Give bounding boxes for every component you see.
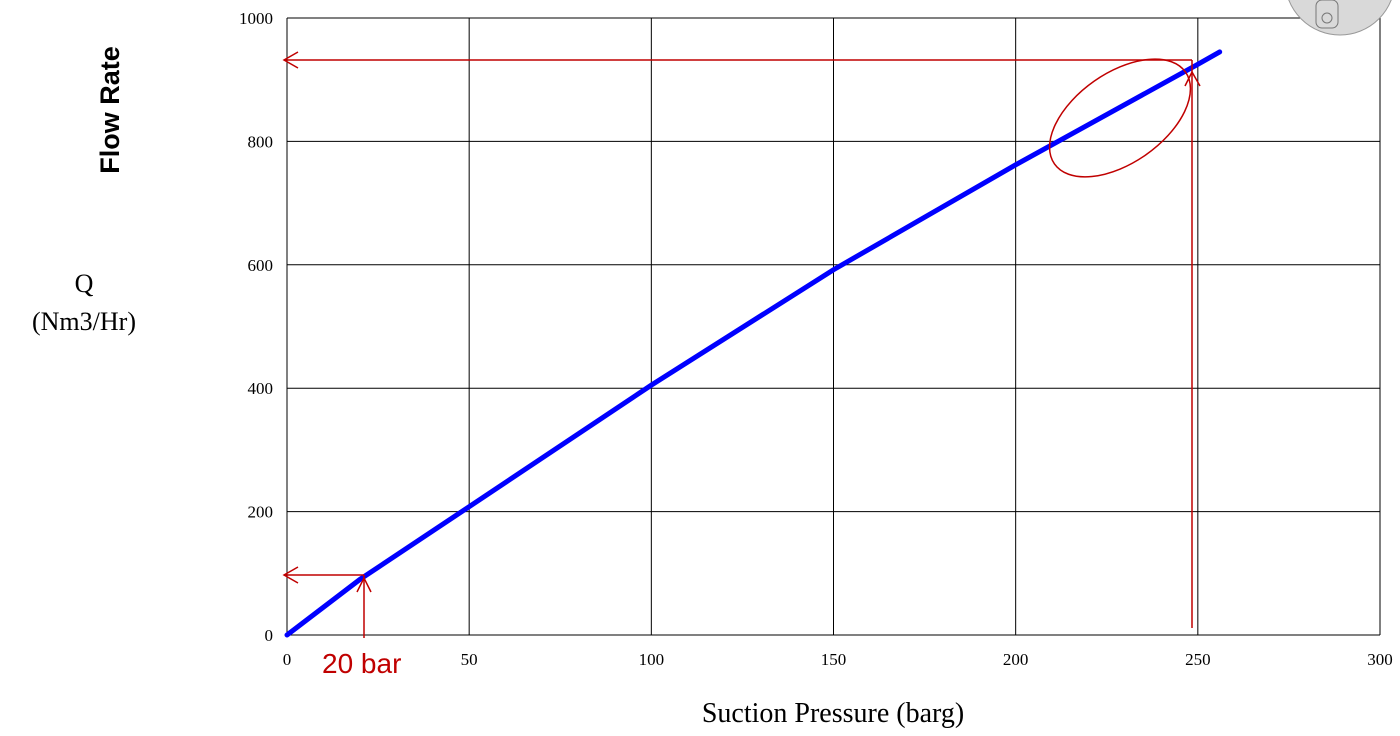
x-label: Suction Pressure (barg) (702, 698, 964, 729)
arrow-head (356, 576, 372, 593)
y-tick-label: 0 (265, 626, 274, 645)
grid: 0 200 400 600 800 1000 0 50 100 150 200 250 300 (239, 9, 1393, 669)
y-tick-label: 400 (248, 379, 274, 398)
y-label: Q (75, 269, 94, 298)
icon-slot (1315, 0, 1339, 29)
arrow-head (282, 566, 299, 584)
icon-hole (1321, 12, 1333, 24)
arrow-head (282, 51, 299, 69)
icon (1288, 0, 1392, 36)
highlight-ellipse (1048, 58, 1192, 178)
x-tick-label: 300 (1367, 650, 1393, 669)
data-line (284, 49, 1223, 638)
arrow-head (1184, 70, 1201, 87)
y-tick-label: 800 (248, 132, 274, 151)
x-tick-label: 50 (461, 650, 478, 669)
icon-circle (1288, 0, 1392, 36)
x-tick-label: 150 (821, 650, 847, 669)
guide-arrows (282, 51, 1201, 638)
x-tick-label: 200 (1003, 650, 1029, 669)
y-unit: (Nm3/Hr) (32, 307, 136, 336)
y-tick-label: 600 (248, 256, 274, 275)
plot (284, 49, 1223, 638)
y-tick-label: 1000 (239, 9, 273, 28)
annotation: 20 bar (322, 648, 401, 679)
x-tick-label: 100 (639, 650, 665, 669)
x-tick-label: 250 (1185, 650, 1211, 669)
y-title: Flow Rate (95, 46, 125, 174)
y-tick-label: 200 (248, 503, 274, 522)
x-tick-label: 0 (283, 650, 292, 669)
